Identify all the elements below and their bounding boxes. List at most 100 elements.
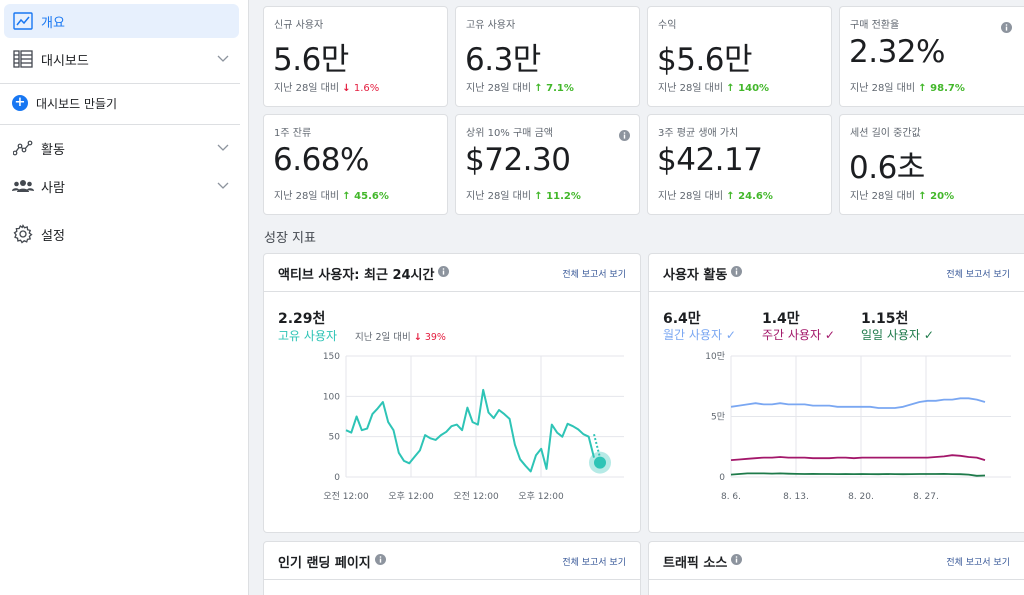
sidebar-item-label: 사람 (41, 180, 65, 196)
panel-title: 트래픽 소스 (663, 552, 743, 571)
monthly-users-toggle[interactable]: 월간 사용자 ✓ (663, 328, 736, 342)
arrow-up-icon: ↑ (726, 191, 735, 202)
metric-value: 5.6만 (273, 42, 349, 78)
sidebar-item-overview[interactable]: 개요 (4, 4, 239, 38)
metric-value: 6.3만 (465, 42, 541, 78)
metric-card-median-session[interactable]: 세션 길이 중간값 0.6초 지난 28일 대비 ↑ 20% (839, 114, 1024, 215)
y-tick-label: 0 (334, 473, 340, 483)
active-users-compare: 지난 2일 대비 ↓ 39% (355, 332, 446, 343)
metric-card-conversion-rate[interactable]: 구매 전환율 2.32% 지난 28일 대비 ↑ 98.7% (839, 6, 1024, 107)
info-icon[interactable] (619, 126, 630, 145)
active-users-value: 2.29천 (278, 311, 326, 327)
series-line (730, 397, 986, 409)
gear-icon (12, 223, 34, 245)
sidebar-item-activity[interactable]: 활동 (4, 131, 239, 165)
arrow-up-icon: ↑ (726, 83, 735, 94)
metric-card-unique-users[interactable]: 고유 사용자 6.3만 지난 28일 대비 ↑ 7.1% (455, 6, 640, 107)
create-dashboard-label: 대시보드 만들기 (36, 96, 118, 111)
panel-header: 액티브 사용자: 최근 24시간 전체 보고서 보기 (264, 254, 640, 292)
metric-value: $72.30 (465, 142, 571, 178)
info-icon[interactable] (1001, 18, 1012, 37)
metric-label: 세션 길이 중간값 (850, 128, 921, 139)
panel-title: 인기 랜딩 페이지 (278, 552, 386, 571)
arrow-up-icon: ↑ (918, 191, 927, 202)
metric-value: $5.6만 (657, 42, 753, 78)
view-full-report-link[interactable]: 전체 보고서 보기 (562, 558, 626, 568)
live-point (594, 456, 606, 469)
series-line (730, 472, 986, 477)
weekly-users-value: 1.4만 (762, 311, 800, 327)
create-dashboard-link[interactable]: + 대시보드 만들기 (12, 92, 117, 114)
dashboard-grid-icon (12, 48, 34, 70)
y-tick-label: 150 (323, 352, 340, 362)
metric-card-3week-ltv[interactable]: 3주 평균 생애 가치 $42.17 지난 28일 대비 ↑ 24.6% (647, 114, 832, 215)
view-full-report-link[interactable]: 전체 보고서 보기 (946, 270, 1010, 280)
panel-title: 사용자 활동 (663, 264, 743, 283)
metric-card-week1-retention[interactable]: 1주 잔류 6.68% 지난 28일 대비 ↑ 45.6% (263, 114, 448, 215)
metric-value: 6.68% (273, 142, 369, 178)
metric-compare: 지난 28일 대비 ↑ 24.6% (658, 191, 773, 202)
x-tick-label: 8. 27. (913, 492, 939, 502)
panel-header: 인기 랜딩 페이지 전체 보고서 보기 (264, 542, 640, 580)
chevron-down-icon[interactable] (217, 52, 229, 67)
active-users-chart: 0 50 100 150 오전 12:00 오후 12:00 오전 12:00 오후 12:0… (323, 352, 624, 502)
arrow-up-icon: ↑ (918, 83, 927, 94)
metric-label: 고유 사용자 (466, 20, 516, 31)
x-tick-label: 오후 12:00 (518, 491, 564, 502)
series-line (730, 454, 986, 461)
sidebar-item-settings[interactable]: 설정 (4, 217, 239, 251)
sidebar-item-dashboard[interactable]: 대시보드 (4, 42, 239, 76)
metric-value: $42.17 (657, 142, 763, 178)
info-icon[interactable] (731, 266, 743, 281)
x-tick-label: 8. 13. (783, 492, 809, 502)
panel-header: 사용자 활동 전체 보고서 보기 (649, 254, 1024, 292)
metric-label: 상위 10% 구매 금액 (466, 128, 553, 139)
metric-compare: 지난 28일 대비 ↓ 1.6% (274, 83, 380, 94)
info-icon[interactable] (731, 554, 743, 569)
metric-compare: 지난 28일 대비 ↑ 140% (658, 83, 770, 94)
metric-label: 3주 평균 생애 가치 (658, 128, 739, 139)
metric-card-new-users[interactable]: 신규 사용자 5.6만 지난 28일 대비 ↓ 1.6% (263, 6, 448, 107)
view-full-report-link[interactable]: 전체 보고서 보기 (562, 270, 626, 280)
daily-users-value: 1.15천 (861, 311, 909, 327)
line-chart-icon (12, 10, 34, 32)
panel-header: 트래픽 소스 전체 보고서 보기 (649, 542, 1024, 580)
info-icon[interactable] (374, 554, 386, 569)
metric-card-top10-purchase[interactable]: 상위 10% 구매 금액 $72.30 지난 28일 대비 ↑ 11.2% (455, 114, 640, 215)
x-tick-label: 8. 6. (721, 492, 741, 502)
metric-value: 2.32% (849, 34, 945, 70)
chevron-down-icon[interactable] (217, 141, 229, 156)
x-tick-label: 8. 20. (848, 492, 874, 502)
sidebar-divider (0, 124, 240, 125)
metric-compare: 지난 28일 대비 ↑ 11.2% (466, 191, 581, 202)
metric-card-revenue[interactable]: 수익 $5.6만 지난 28일 대비 ↑ 140% (647, 6, 832, 107)
panel-title: 액티브 사용자: 최근 24시간 (278, 264, 450, 283)
metric-compare: 지난 28일 대비 ↑ 20% (850, 191, 955, 202)
traffic-sources-panel: 트래픽 소스 전체 보고서 보기 (648, 541, 1024, 595)
sidebar: 개요 대시보드 + 대시보드 만들기 활동 사람 (0, 0, 249, 595)
y-tick-label: 100 (323, 392, 340, 402)
x-tick-label: 오전 12:00 (453, 491, 499, 502)
activity-icon (12, 137, 34, 159)
metric-value: 0.6초 (849, 150, 925, 186)
active-users-panel: 액티브 사용자: 최근 24시간 전체 보고서 보기 2.29천 고유 사용자 … (263, 253, 641, 533)
metric-label: 수익 (658, 20, 677, 31)
y-tick-label: 5만 (711, 412, 725, 423)
info-icon[interactable] (438, 266, 450, 281)
live-connector (593, 433, 601, 458)
metric-compare: 지난 28일 대비 ↑ 7.1% (466, 83, 574, 94)
view-full-report-link[interactable]: 전체 보고서 보기 (946, 558, 1010, 568)
sidebar-item-label: 개요 (41, 15, 65, 31)
arrow-up-icon: ↑ (534, 191, 543, 202)
landing-pages-panel: 인기 랜딩 페이지 전체 보고서 보기 (263, 541, 641, 595)
metric-compare: 지난 28일 대비 ↑ 45.6% (274, 191, 389, 202)
chevron-down-icon[interactable] (217, 179, 229, 194)
metric-label: 신규 사용자 (274, 20, 324, 31)
sidebar-item-people[interactable]: 사람 (4, 169, 239, 203)
user-activity-chart: 0 5만 10만 8. 6. 8. 13. 8. 20. 8. 27. (705, 351, 1011, 502)
weekly-users-toggle[interactable]: 주간 사용자 ✓ (762, 328, 835, 342)
daily-users-toggle[interactable]: 일일 사용자 ✓ (861, 328, 934, 342)
metric-label: 구매 전환율 (850, 20, 900, 31)
metric-compare: 지난 28일 대비 ↑ 98.7% (850, 83, 965, 94)
series-line (345, 388, 595, 473)
